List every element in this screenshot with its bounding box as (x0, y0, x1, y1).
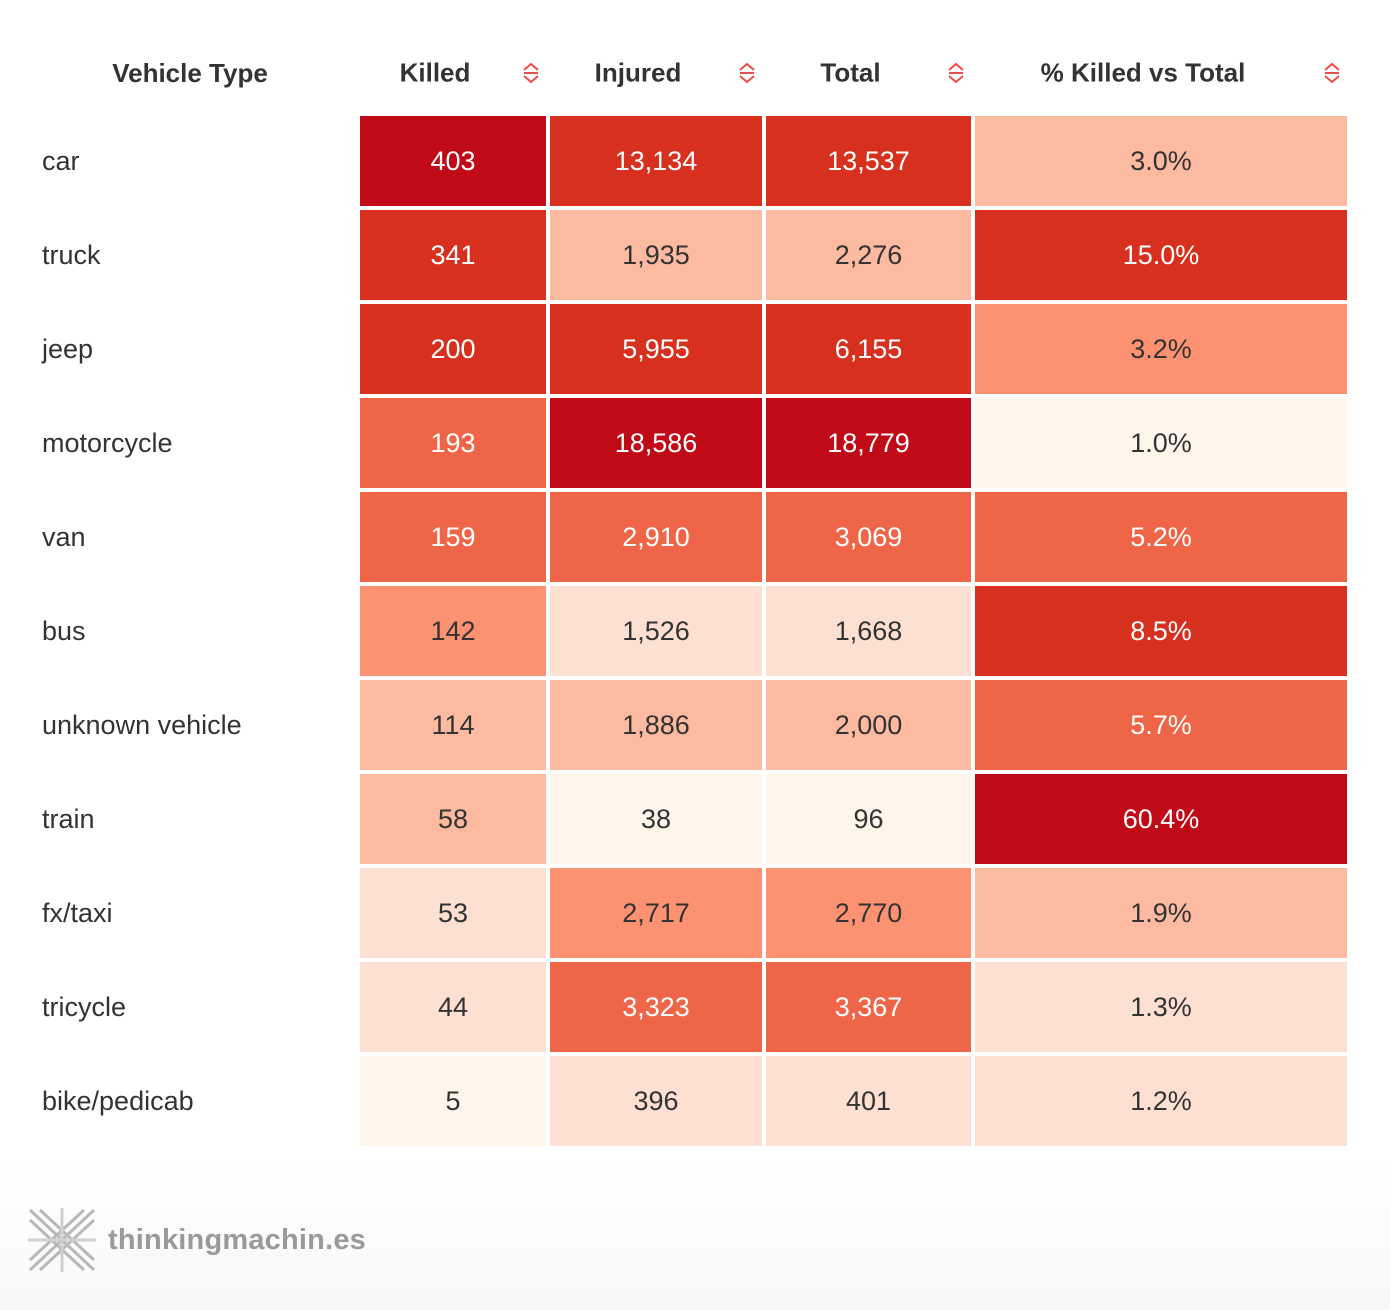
heatmap-table: Vehicle Type Killed Injured Total % Kill… (20, 30, 1351, 1150)
sort-icon[interactable] (738, 62, 756, 84)
killed-cell: 5 (360, 1056, 546, 1146)
pct-killed-cell: 15.0% (975, 210, 1347, 300)
killed-cell: 193 (360, 398, 546, 488)
total-cell: 401 (766, 1056, 971, 1146)
killed-cell: 200 (360, 304, 546, 394)
injured-cell: 3,323 (550, 962, 762, 1052)
pct-killed-cell: 60.4% (975, 774, 1347, 864)
total-cell: 2,770 (766, 868, 971, 958)
total-cell: 2,000 (766, 680, 971, 770)
header-pct-killed[interactable]: % Killed vs Total (975, 34, 1347, 112)
killed-cell: 341 (360, 210, 546, 300)
table-row: train 58 38 96 60.4% (24, 774, 1347, 864)
vehicle-type-cell: truck (42, 239, 101, 270)
table-row: jeep 200 5,955 6,155 3.2% (24, 304, 1347, 394)
killed-cell: 142 (360, 586, 546, 676)
sort-icon[interactable] (947, 62, 965, 84)
header-total[interactable]: Total (766, 34, 971, 112)
table-row: bus 142 1,526 1,668 8.5% (24, 586, 1347, 676)
pct-killed-cell: 1.0% (975, 398, 1347, 488)
killed-cell: 159 (360, 492, 546, 582)
header-vehicle-type[interactable]: Vehicle Type (24, 34, 356, 112)
vehicle-type-cell: car (42, 145, 80, 176)
header-label: Injured (594, 57, 682, 88)
vehicle-type-cell: fx/taxi (42, 897, 113, 928)
total-cell: 3,367 (766, 962, 971, 1052)
injured-cell: 2,717 (550, 868, 762, 958)
table-row: unknown vehicle 114 1,886 2,000 5.7% (24, 680, 1347, 770)
total-cell: 3,069 (766, 492, 971, 582)
header-label: % Killed vs Total (1040, 57, 1246, 88)
table-row: bike/pedicab 5 396 401 1.2% (24, 1056, 1347, 1146)
injured-cell: 5,955 (550, 304, 762, 394)
header-injured[interactable]: Injured (550, 34, 762, 112)
table-row: van 159 2,910 3,069 5.2% (24, 492, 1347, 582)
vehicle-type-cell: van (42, 521, 86, 552)
pct-killed-cell: 5.7% (975, 680, 1347, 770)
killed-cell: 53 (360, 868, 546, 958)
pct-killed-cell: 8.5% (975, 586, 1347, 676)
header-killed[interactable]: Killed (360, 34, 546, 112)
table-row: truck 341 1,935 2,276 15.0% (24, 210, 1347, 300)
total-cell: 96 (766, 774, 971, 864)
footer: thinkingmachin.es (26, 1206, 366, 1274)
vehicle-type-cell: train (42, 803, 95, 834)
header-label: Killed (399, 57, 471, 88)
injured-cell: 18,586 (550, 398, 762, 488)
vehicle-type-cell: tricycle (42, 991, 127, 1022)
vehicle-type-cell: bus (42, 615, 86, 646)
vehicle-type-cell: unknown vehicle (42, 709, 242, 740)
total-cell: 18,779 (766, 398, 971, 488)
header-label: Vehicle Type (112, 57, 268, 88)
vehicle-type-cell: jeep (42, 333, 94, 364)
total-cell: 2,276 (766, 210, 971, 300)
pct-killed-cell: 3.0% (975, 116, 1347, 206)
sort-icon[interactable] (522, 62, 540, 84)
injured-cell: 2,910 (550, 492, 762, 582)
pct-killed-cell: 1.2% (975, 1056, 1347, 1146)
injured-cell: 38 (550, 774, 762, 864)
header-label: Total (820, 57, 881, 88)
brand-name: thinkingmachin.es (108, 1223, 366, 1256)
injured-cell: 1,886 (550, 680, 762, 770)
killed-cell: 58 (360, 774, 546, 864)
injured-cell: 1,526 (550, 586, 762, 676)
table-row: fx/taxi 53 2,717 2,770 1.9% (24, 868, 1347, 958)
killed-cell: 44 (360, 962, 546, 1052)
killed-cell: 403 (360, 116, 546, 206)
injured-cell: 396 (550, 1056, 762, 1146)
table-row: tricycle 44 3,323 3,367 1.3% (24, 962, 1347, 1052)
sort-icon[interactable] (1323, 62, 1341, 84)
pct-killed-cell: 3.2% (975, 304, 1347, 394)
header-row: Vehicle Type Killed Injured Total % Kill… (24, 34, 1347, 112)
page-bottom-fade (0, 1160, 1390, 1310)
pct-killed-cell: 5.2% (975, 492, 1347, 582)
total-cell: 13,537 (766, 116, 971, 206)
injured-cell: 13,134 (550, 116, 762, 206)
table-row: car 403 13,134 13,537 3.0% (24, 116, 1347, 206)
vehicle-type-cell: bike/pedicab (42, 1085, 194, 1116)
total-cell: 6,155 (766, 304, 971, 394)
killed-cell: 114 (360, 680, 546, 770)
crosshatch-logo-icon (28, 1208, 96, 1272)
vehicle-type-cell: motorcycle (42, 427, 173, 458)
total-cell: 1,668 (766, 586, 971, 676)
pct-killed-cell: 1.3% (975, 962, 1347, 1052)
injured-cell: 1,935 (550, 210, 762, 300)
table-row: motorcycle 193 18,586 18,779 1.0% (24, 398, 1347, 488)
pct-killed-cell: 1.9% (975, 868, 1347, 958)
